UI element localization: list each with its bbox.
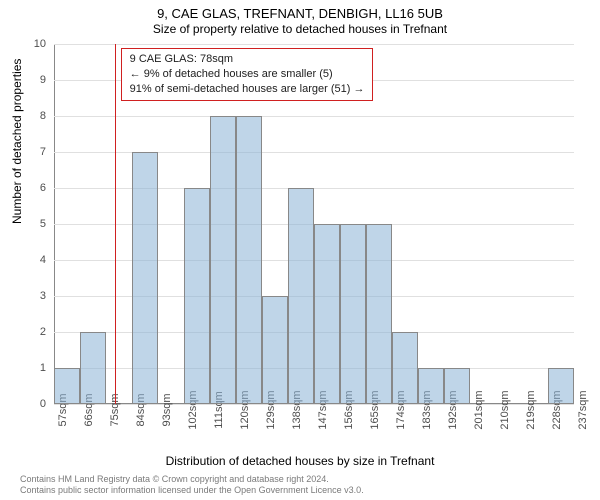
y-tick-label: 9 (16, 74, 46, 86)
chart-plot-area: 01234567891057sqm66sqm75sqm84sqm93sqm102… (54, 44, 574, 404)
x-axis-label: Distribution of detached houses by size … (0, 454, 600, 468)
x-tick-label: 237sqm (577, 390, 589, 429)
y-tick-label: 6 (16, 182, 46, 194)
y-tick-label: 8 (16, 110, 46, 122)
y-tick-label: 10 (16, 38, 46, 50)
x-tick-label: 201sqm (473, 390, 485, 429)
histogram-bar (236, 116, 262, 404)
histogram-bar (262, 296, 288, 404)
histogram-bar (444, 368, 470, 404)
y-tick-label: 1 (16, 362, 46, 374)
x-tick-label: 219sqm (525, 390, 537, 429)
histogram-bar (340, 224, 366, 404)
histogram-bar (418, 368, 444, 404)
histogram-bar (210, 116, 236, 404)
histogram-bar (54, 368, 80, 404)
reference-line (115, 44, 116, 404)
annotation-line: 91% of semi-detached houses are larger (… (130, 82, 365, 97)
footer-line1: Contains HM Land Registry data © Crown c… (20, 474, 364, 485)
x-tick-label: 210sqm (499, 390, 511, 429)
y-tick-label: 2 (16, 326, 46, 338)
footer-line2: Contains public sector information licen… (20, 485, 364, 496)
footer-attribution: Contains HM Land Registry data © Crown c… (20, 474, 364, 496)
y-tick-label: 7 (16, 146, 46, 158)
y-tick-label: 0 (16, 398, 46, 410)
y-tick-label: 4 (16, 254, 46, 266)
x-tick-label: 93sqm (161, 393, 173, 426)
histogram-bar (184, 188, 210, 404)
gridline (54, 404, 574, 405)
annotation-box: 9 CAE GLAS: 78sqm← 9% of detached houses… (121, 48, 374, 101)
annotation-line: ← 9% of detached houses are smaller (5) (130, 67, 365, 82)
chart-title: 9, CAE GLAS, TREFNANT, DENBIGH, LL16 5UB (0, 0, 600, 21)
chart-subtitle: Size of property relative to detached ho… (0, 21, 600, 36)
y-tick-label: 3 (16, 290, 46, 302)
gridline (54, 44, 574, 45)
histogram-bar (288, 188, 314, 404)
histogram-bar (392, 332, 418, 404)
y-tick-label: 5 (16, 218, 46, 230)
gridline (54, 116, 574, 117)
annotation-line: 9 CAE GLAS: 78sqm (130, 52, 365, 67)
histogram-bar (132, 152, 158, 404)
histogram-bar (366, 224, 392, 404)
histogram-bar (548, 368, 574, 404)
histogram-bar (314, 224, 340, 404)
histogram-bar (80, 332, 106, 404)
